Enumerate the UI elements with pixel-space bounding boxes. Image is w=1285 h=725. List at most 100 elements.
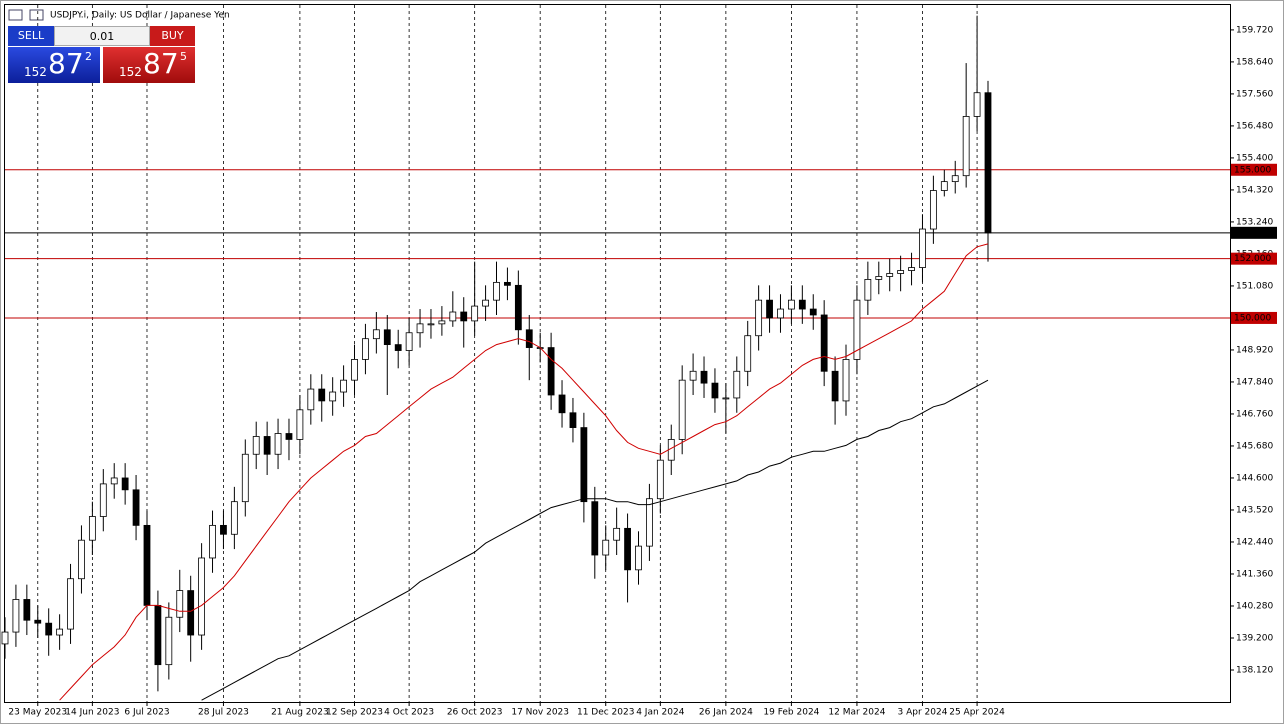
candle-body bbox=[940, 181, 948, 191]
y-tick-label: 139.200 bbox=[1236, 633, 1273, 643]
candle-body bbox=[929, 190, 937, 230]
candle-body bbox=[230, 501, 238, 535]
y-tick-label: 145.680 bbox=[1236, 441, 1273, 451]
candle-body bbox=[471, 305, 479, 322]
candle-body bbox=[187, 590, 195, 636]
candle-body bbox=[580, 427, 588, 503]
candle-body bbox=[351, 359, 358, 381]
lot-input[interactable]: 0.01 bbox=[54, 26, 150, 46]
candle-body bbox=[1, 631, 9, 645]
price-main: 87 bbox=[48, 47, 84, 80]
candle-body bbox=[482, 299, 489, 307]
candle-body bbox=[722, 397, 730, 400]
y-tick-label: 142.440 bbox=[1236, 537, 1273, 547]
x-tick-label: 28 Jul 2023 bbox=[198, 708, 249, 718]
candle-body bbox=[56, 628, 64, 636]
candle-body bbox=[12, 599, 20, 633]
candle-body bbox=[176, 590, 184, 618]
price-big: 152 bbox=[24, 65, 47, 79]
x-tick-label: 6 Jul 2023 bbox=[124, 708, 169, 718]
y-tick-label: 138.120 bbox=[1236, 665, 1273, 675]
candle-body bbox=[198, 557, 206, 636]
candle-body bbox=[362, 338, 369, 360]
level-label-box bbox=[1231, 163, 1277, 176]
candle-body bbox=[777, 308, 784, 319]
candle-body bbox=[45, 622, 53, 636]
candle-body bbox=[820, 314, 828, 372]
candle-body bbox=[340, 379, 347, 393]
candle-body bbox=[602, 539, 610, 556]
candle-body bbox=[908, 267, 915, 271]
x-tick-label: 4 Oct 2023 bbox=[384, 708, 434, 718]
candle-body bbox=[689, 370, 697, 381]
candle-body bbox=[788, 299, 795, 310]
x-tick-label: 11 Dec 2023 bbox=[577, 708, 635, 718]
x-tick-label: 21 Aug 2023 bbox=[271, 708, 329, 718]
candle-body bbox=[394, 344, 402, 351]
candle-body bbox=[798, 299, 806, 310]
candle-body bbox=[329, 391, 337, 402]
candle-body bbox=[252, 436, 260, 455]
candle-body bbox=[504, 281, 511, 286]
menu-icon[interactable] bbox=[8, 9, 23, 21]
candle-body bbox=[209, 524, 216, 559]
candle-body bbox=[613, 527, 621, 541]
candle-body bbox=[154, 604, 162, 666]
moving-average bbox=[201, 379, 989, 701]
y-tick-label: 154.320 bbox=[1236, 185, 1273, 195]
candle-body bbox=[919, 228, 926, 268]
level-label-box bbox=[1231, 226, 1277, 239]
candle-body bbox=[962, 116, 970, 177]
candle-body bbox=[525, 329, 533, 348]
candle-body bbox=[88, 516, 96, 541]
candle-body bbox=[897, 270, 905, 274]
y-tick-label: 151.080 bbox=[1236, 281, 1273, 291]
candle-body bbox=[766, 299, 773, 319]
candle-body bbox=[842, 359, 850, 402]
candle-body bbox=[121, 477, 129, 491]
candle-body bbox=[285, 433, 293, 440]
y-tick-label: 140.280 bbox=[1236, 601, 1273, 611]
candle-body bbox=[733, 370, 741, 399]
candle-body bbox=[886, 273, 894, 277]
y-tick-label: 146.760 bbox=[1236, 409, 1273, 419]
candle-body bbox=[372, 329, 380, 340]
moving-average bbox=[59, 243, 989, 701]
sell-price[interactable]: 152 87 2 bbox=[8, 47, 100, 83]
candle-body bbox=[656, 459, 664, 500]
level-label: 152.872 bbox=[1234, 228, 1271, 238]
buy-button[interactable]: BUY bbox=[150, 26, 195, 46]
candle-body bbox=[416, 323, 424, 334]
candle-body bbox=[755, 299, 763, 337]
candle-body bbox=[405, 332, 413, 351]
candle-body bbox=[853, 299, 861, 360]
x-tick-label: 14 Jun 2023 bbox=[65, 708, 119, 718]
candle-body bbox=[296, 409, 304, 440]
x-tick-label: 23 May 2023 bbox=[8, 708, 67, 718]
candle-body bbox=[110, 477, 118, 485]
candle-body bbox=[973, 92, 981, 117]
buy-price[interactable]: 152 87 5 bbox=[103, 47, 195, 83]
candle-body bbox=[34, 619, 42, 624]
x-tick-label: 12 Mar 2024 bbox=[828, 708, 885, 718]
sell-button[interactable]: SELL bbox=[8, 26, 54, 46]
candle-body bbox=[23, 599, 31, 621]
candle-body bbox=[99, 483, 107, 517]
candle-body bbox=[624, 527, 631, 571]
y-tick-label: 148.920 bbox=[1236, 345, 1273, 355]
lot-value: 0.01 bbox=[89, 30, 115, 43]
symbol-icon[interactable] bbox=[29, 9, 44, 21]
candle-body bbox=[711, 382, 719, 399]
price-big: 152 bbox=[119, 65, 142, 79]
candle-body bbox=[700, 370, 708, 384]
candle-body bbox=[449, 311, 457, 322]
y-tick-label: 153.240 bbox=[1236, 217, 1273, 227]
x-tick-label: 26 Oct 2023 bbox=[447, 708, 503, 718]
candle-body bbox=[809, 308, 817, 316]
candle-body bbox=[635, 545, 642, 571]
candle-body bbox=[427, 323, 435, 326]
candle-body bbox=[875, 276, 883, 280]
